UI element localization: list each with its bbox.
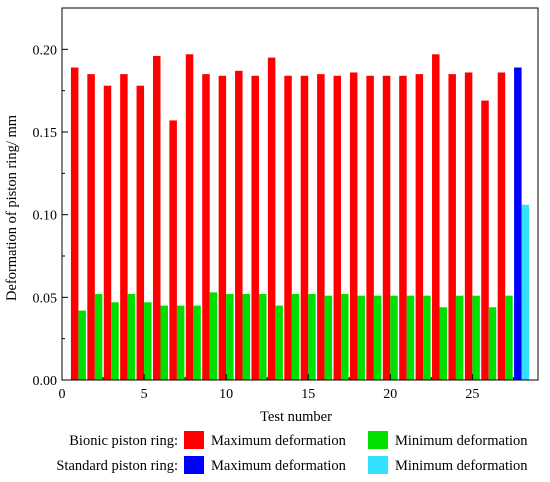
- bar-bionic-max-6: [152, 55, 161, 381]
- bar-bionic-min-18: [357, 295, 365, 380]
- bar-bionic-max-1: [70, 67, 79, 381]
- bar-bionic-max-4: [120, 74, 128, 380]
- bar-bionic-max-9: [202, 74, 210, 380]
- bar-bionic-max-8: [185, 54, 194, 380]
- bar-bionic-max-24: [448, 74, 456, 380]
- bar-bionic-min-13: [275, 305, 283, 380]
- legend: Bionic piston ring: Maximum deformation …: [0, 428, 550, 482]
- bar-bionic-max-14: [284, 75, 292, 380]
- bar-bionic-max-18: [349, 72, 358, 380]
- bar-bionic-max-3: [103, 85, 112, 380]
- min-deformation-bars: [78, 204, 530, 380]
- bar-bionic-max-17: [333, 75, 342, 380]
- y-tick-label-0: 0.00: [33, 374, 58, 389]
- legend-swatch-bionic-min: [368, 431, 388, 449]
- bar-bionic-min-8: [193, 305, 201, 380]
- legend-swatch-standard-max: [184, 456, 204, 474]
- bar-bionic-min-16: [324, 295, 333, 380]
- bar-bionic-min-25: [472, 295, 480, 380]
- bar-bionic-max-25: [464, 72, 473, 380]
- x-tick-label-5: 25: [465, 387, 479, 402]
- bar-bionic-min-19: [373, 295, 382, 380]
- x-tick-label-3: 15: [301, 387, 315, 402]
- bar-bionic-max-15: [300, 75, 309, 380]
- bar-bionic-max-16: [317, 74, 325, 380]
- bar-bionic-min-12: [258, 294, 267, 380]
- bar-bionic-min-11: [242, 294, 251, 380]
- bar-bionic-max-19: [366, 75, 374, 380]
- bar-bionic-min-20: [390, 295, 398, 380]
- legend-row-standard: Standard piston ring: Maximum deformatio…: [0, 455, 550, 477]
- bar-bionic-max-22: [415, 74, 424, 380]
- y-tick-label-4: 0.20: [33, 43, 58, 58]
- bar-bionic-min-7: [176, 305, 185, 380]
- bar-standard-min-28: [521, 204, 530, 380]
- bar-bionic-max-20: [382, 75, 391, 380]
- legend-label-standard-max: Maximum deformation: [211, 458, 346, 474]
- bar-bionic-min-10: [226, 294, 234, 380]
- legend-group-bionic: Bionic piston ring:: [69, 433, 178, 449]
- bar-bionic-min-1: [78, 310, 86, 380]
- y-tick-label-2: 0.10: [33, 209, 58, 224]
- bar-bionic-max-23: [432, 54, 440, 380]
- bar-bionic-max-2: [87, 74, 95, 380]
- bar-bionic-min-26: [488, 307, 497, 380]
- y-tick-label-3: 0.15: [33, 126, 58, 141]
- bar-bionic-min-27: [505, 295, 513, 380]
- x-tick-label-1: 5: [141, 387, 148, 402]
- bar-bionic-min-6: [160, 305, 168, 380]
- bar-bionic-max-21: [399, 75, 407, 380]
- plot-frame: [61, 7, 539, 381]
- bar-bionic-min-14: [291, 294, 300, 380]
- axes: 0.00 0.05 0.10 0.15 0.20 0 5 10 15 20 25: [33, 7, 539, 402]
- bar-bionic-max-26: [481, 100, 489, 380]
- bar-bionic-max-11: [235, 70, 243, 381]
- x-tick-label-4: 20: [383, 387, 397, 402]
- legend-row-bionic: Bionic piston ring: Maximum deformation …: [0, 430, 550, 452]
- bar-bionic-min-9: [209, 292, 218, 380]
- bar-bionic-min-17: [341, 294, 349, 380]
- y-tick-label-1: 0.05: [33, 291, 58, 306]
- legend-label-bionic-max: Maximum deformation: [211, 433, 346, 449]
- legend-label-bionic-min: Minimum deformation: [395, 433, 528, 449]
- x-axis-label: Test number: [260, 409, 332, 425]
- legend-swatch-bionic-max: [184, 431, 204, 449]
- bar-standard-max-28: [514, 67, 522, 381]
- bar-bionic-max-12: [251, 75, 259, 380]
- y-axis-label: Deformation of piston ring/ mm: [4, 114, 20, 301]
- bar-bionic-min-22: [423, 295, 431, 380]
- bar-bionic-min-15: [308, 294, 316, 380]
- legend-label-standard-min: Minimum deformation: [395, 458, 528, 474]
- x-tick-label-2: 10: [219, 387, 233, 402]
- legend-group-standard: Standard piston ring:: [56, 458, 178, 474]
- max-deformation-bars: [70, 54, 522, 381]
- bar-bionic-min-5: [144, 302, 152, 380]
- bar-bionic-min-3: [111, 302, 119, 380]
- bar-bionic-min-4: [127, 294, 136, 380]
- bar-bionic-max-13: [267, 57, 276, 380]
- deformation-bar-chart: 0.00 0.05 0.10 0.15 0.20 0 5 10 15 20 25 Deformati…: [4, 7, 539, 425]
- bar-bionic-max-7: [169, 120, 177, 380]
- bar-bionic-max-27: [497, 72, 506, 380]
- legend-swatch-standard-min: [368, 456, 388, 474]
- bar-bionic-min-2: [94, 294, 103, 380]
- bar-bionic-max-10: [218, 75, 227, 380]
- bar-bionic-min-24: [455, 295, 464, 380]
- bar-bionic-max-5: [136, 85, 145, 380]
- bar-bionic-min-21: [406, 295, 415, 380]
- bar-bionic-min-23: [439, 307, 448, 380]
- x-tick-label-0: 0: [59, 387, 66, 402]
